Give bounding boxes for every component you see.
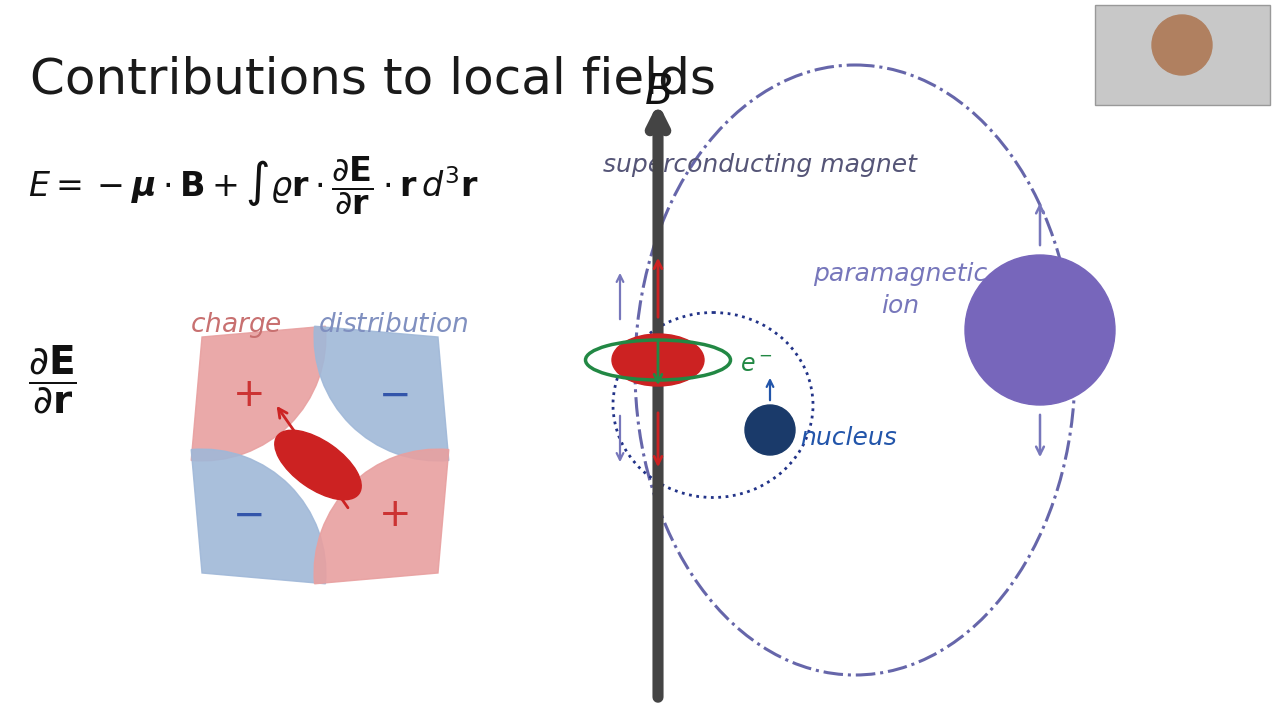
Wedge shape xyxy=(191,326,326,461)
Wedge shape xyxy=(191,449,326,584)
Circle shape xyxy=(745,405,795,455)
Wedge shape xyxy=(314,326,449,461)
Text: $+$: $+$ xyxy=(378,496,408,534)
FancyBboxPatch shape xyxy=(1094,5,1270,105)
Text: $E = -\boldsymbol{\mu} \cdot \mathbf{B} + \int \varrho \mathbf{r} \cdot \dfrac{\: $E = -\boldsymbol{\mu} \cdot \mathbf{B} … xyxy=(28,154,479,216)
Text: $\mathbf{\mathit{B}}$: $\mathbf{\mathit{B}}$ xyxy=(644,71,672,113)
Text: $\mathit{distribution}$: $\mathit{distribution}$ xyxy=(317,312,468,338)
Text: paramagnetic
ion: paramagnetic ion xyxy=(813,262,987,318)
Ellipse shape xyxy=(612,334,704,386)
Text: $-$: $-$ xyxy=(378,376,408,414)
Text: superconducting magnet: superconducting magnet xyxy=(603,153,916,177)
Text: Contributions to local fields: Contributions to local fields xyxy=(29,55,716,103)
Text: $e^-$: $e^-$ xyxy=(740,353,773,377)
Text: $\dfrac{\partial \mathbf{E}}{\partial \mathbf{r}}$: $\dfrac{\partial \mathbf{E}}{\partial \m… xyxy=(28,344,77,416)
Text: $-$: $-$ xyxy=(232,496,262,534)
Circle shape xyxy=(1152,15,1212,75)
Ellipse shape xyxy=(275,431,361,500)
Text: nucleus: nucleus xyxy=(800,426,897,450)
Text: $+$: $+$ xyxy=(232,376,262,414)
Circle shape xyxy=(965,255,1115,405)
Wedge shape xyxy=(314,449,449,584)
Text: $\mathit{charge}$: $\mathit{charge}$ xyxy=(189,310,282,340)
